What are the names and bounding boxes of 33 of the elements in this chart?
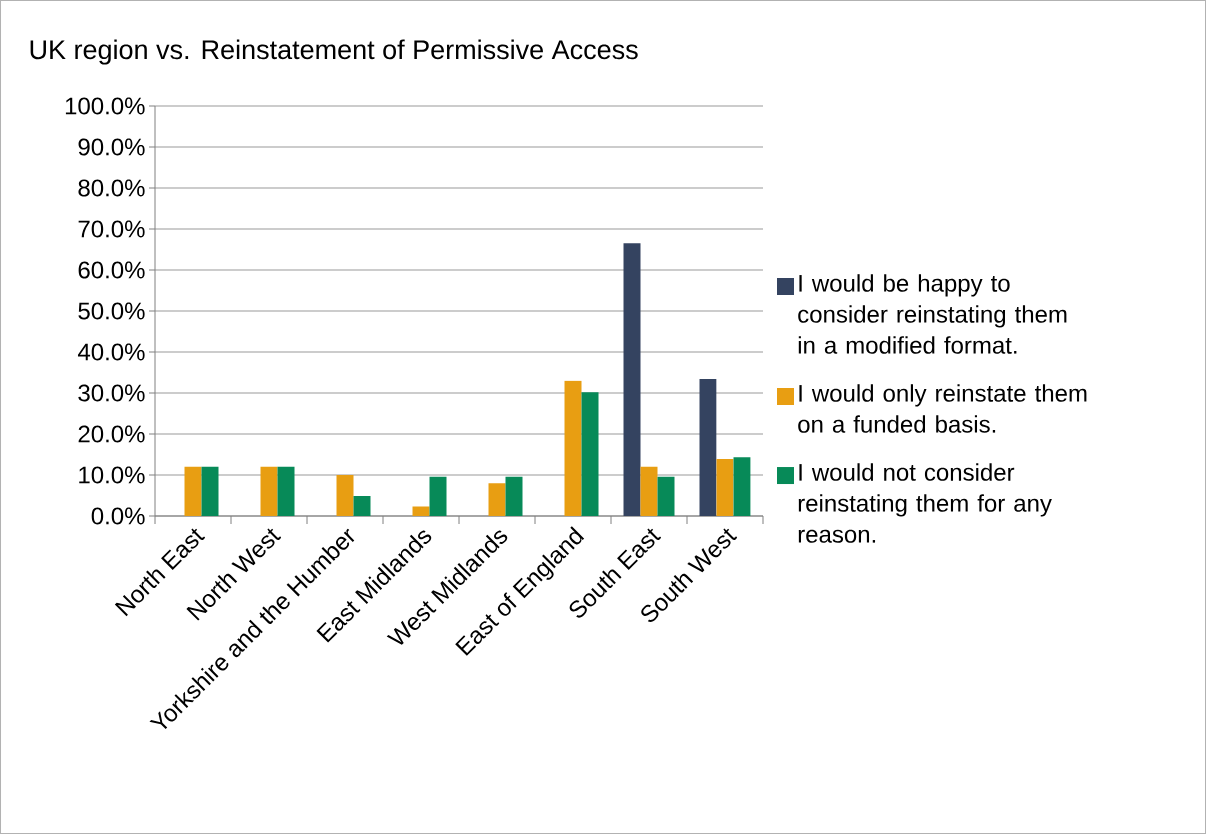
- bar: [716, 459, 734, 516]
- bar: [412, 506, 430, 516]
- bar: [488, 483, 506, 516]
- y-tick-label: 50.0%: [78, 302, 145, 320]
- y-tick-label: 80.0%: [78, 179, 145, 197]
- legend-label: I would not consider reinstating them for any reason.: [798, 463, 1052, 543]
- bar: [581, 392, 599, 516]
- chart-title: UK region vs. Reinstatement of Permissive Access: [30, 39, 638, 65]
- bar: [277, 466, 295, 516]
- bar: [640, 466, 658, 516]
- bar: [505, 476, 523, 516]
- y-tick-label: 20.0%: [78, 425, 145, 443]
- legend-label: I would only reinstate them on a funded basis.: [798, 384, 1087, 433]
- bar: [623, 243, 641, 516]
- y-tick-label: 40.0%: [77, 343, 145, 361]
- bar: [201, 466, 219, 516]
- y-tick-label: 0.0%: [91, 507, 145, 525]
- bar: [260, 466, 278, 516]
- bar: [657, 476, 675, 516]
- bar: [699, 379, 717, 516]
- bar: [184, 466, 202, 516]
- y-tick-label: 10.0%: [79, 466, 145, 484]
- y-tick-label: 70.0%: [78, 220, 145, 238]
- y-tick-label: 30.0%: [78, 384, 145, 402]
- y-tick-label: 90.0%: [78, 138, 145, 156]
- bar: [564, 380, 582, 516]
- legend-label: I would be happy to consider reinstating them in a modified format.: [798, 274, 1067, 354]
- y-tick-label: 100.0%: [65, 97, 145, 115]
- bar: [353, 495, 371, 516]
- y-tick-label: 60.0%: [78, 261, 145, 279]
- bar: [733, 457, 751, 516]
- bar: [336, 474, 354, 516]
- bar: [429, 476, 447, 516]
